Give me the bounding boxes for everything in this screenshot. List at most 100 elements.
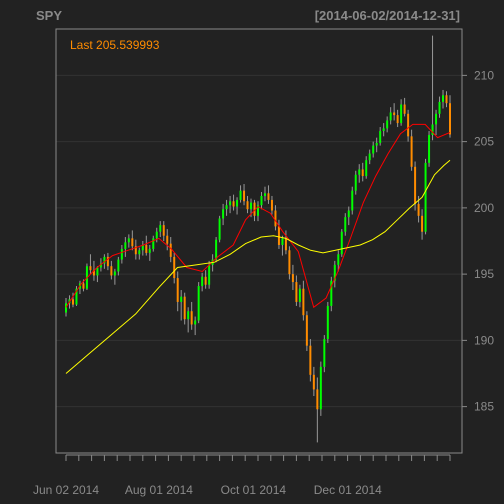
candle bbox=[197, 282, 200, 324]
x-tick-label: Dec 01 2014 bbox=[314, 483, 382, 497]
candle bbox=[152, 235, 155, 252]
candle bbox=[431, 35, 434, 141]
candle bbox=[347, 206, 350, 226]
candle-body bbox=[375, 142, 378, 146]
candle-body bbox=[180, 296, 183, 302]
y-tick-label: 200 bbox=[474, 201, 494, 215]
candle bbox=[288, 246, 291, 280]
candle-body bbox=[124, 242, 127, 249]
candle-body bbox=[407, 113, 410, 137]
candle bbox=[386, 116, 389, 133]
candle-body bbox=[173, 256, 176, 279]
y-tick-label: 205 bbox=[474, 135, 494, 149]
candle bbox=[389, 107, 392, 125]
candle-body bbox=[236, 199, 239, 207]
candle-body bbox=[393, 112, 396, 116]
candle bbox=[435, 109, 438, 135]
candle bbox=[309, 339, 312, 382]
candle-body bbox=[138, 250, 141, 255]
chart-title: SPY bbox=[36, 8, 62, 23]
candle-body bbox=[239, 190, 242, 200]
candle-body bbox=[277, 226, 280, 245]
candle-body bbox=[291, 274, 294, 283]
candle bbox=[96, 266, 99, 283]
candle bbox=[162, 221, 165, 241]
candle bbox=[274, 205, 277, 231]
candle bbox=[449, 95, 451, 138]
candle-body bbox=[442, 95, 445, 102]
candles bbox=[65, 35, 451, 443]
candle-body bbox=[106, 256, 109, 267]
candle bbox=[218, 215, 221, 243]
candle bbox=[375, 137, 378, 153]
candle-body bbox=[344, 217, 347, 232]
candle bbox=[442, 89, 445, 109]
candle-body bbox=[445, 95, 448, 104]
candle bbox=[267, 185, 270, 204]
candle-body bbox=[386, 120, 389, 129]
candle bbox=[236, 197, 239, 215]
candle bbox=[201, 272, 204, 292]
candle bbox=[428, 131, 431, 167]
candle bbox=[190, 301, 193, 330]
candle bbox=[232, 194, 235, 211]
candle bbox=[295, 275, 298, 306]
candle bbox=[75, 286, 78, 306]
candle-body bbox=[145, 244, 148, 253]
candle bbox=[312, 366, 315, 397]
candle-body bbox=[187, 311, 190, 320]
candle bbox=[120, 244, 123, 264]
candle-body bbox=[267, 193, 270, 200]
candle-body bbox=[302, 288, 305, 316]
candle-body bbox=[330, 280, 333, 306]
candle-body bbox=[257, 205, 259, 216]
candle-body bbox=[288, 250, 291, 275]
candle bbox=[222, 203, 225, 226]
candle bbox=[445, 91, 448, 108]
candle-body bbox=[403, 104, 406, 114]
candle bbox=[424, 158, 427, 235]
candle-body bbox=[284, 238, 287, 251]
candle-body bbox=[421, 215, 424, 232]
candle bbox=[302, 280, 305, 321]
candle-body bbox=[379, 131, 382, 143]
candle-body bbox=[155, 231, 158, 239]
candle bbox=[340, 229, 343, 257]
x-tick-label: Oct 01 2014 bbox=[221, 483, 287, 497]
candle bbox=[110, 260, 113, 280]
candle-body bbox=[117, 259, 120, 272]
candle bbox=[407, 109, 410, 142]
candle-body bbox=[183, 296, 186, 320]
candle bbox=[277, 219, 280, 249]
candle-body bbox=[75, 288, 78, 305]
candle-body bbox=[246, 201, 249, 210]
candle bbox=[183, 292, 186, 325]
candle-body bbox=[435, 113, 438, 125]
candle bbox=[246, 195, 249, 214]
candle bbox=[225, 199, 228, 216]
candle-body bbox=[82, 283, 85, 289]
candle-body bbox=[159, 225, 162, 232]
candle-body bbox=[389, 112, 392, 121]
candle bbox=[159, 221, 162, 238]
candle bbox=[319, 361, 322, 416]
candle-body bbox=[253, 202, 256, 216]
candle bbox=[187, 307, 190, 333]
y-tick-label: 185 bbox=[474, 400, 494, 414]
candle-body bbox=[305, 315, 308, 346]
candle-body bbox=[194, 320, 197, 325]
candle-body bbox=[428, 135, 431, 163]
candle bbox=[368, 149, 371, 165]
candle-body bbox=[295, 282, 298, 302]
candle-body bbox=[361, 169, 364, 177]
candle bbox=[89, 254, 92, 275]
candle-body bbox=[438, 101, 441, 114]
candle bbox=[145, 235, 148, 256]
candle-body bbox=[176, 278, 179, 302]
candle-body bbox=[225, 205, 228, 210]
candle-body bbox=[243, 190, 246, 202]
candle-body bbox=[382, 128, 385, 132]
candle bbox=[284, 230, 287, 255]
candle bbox=[410, 129, 413, 171]
